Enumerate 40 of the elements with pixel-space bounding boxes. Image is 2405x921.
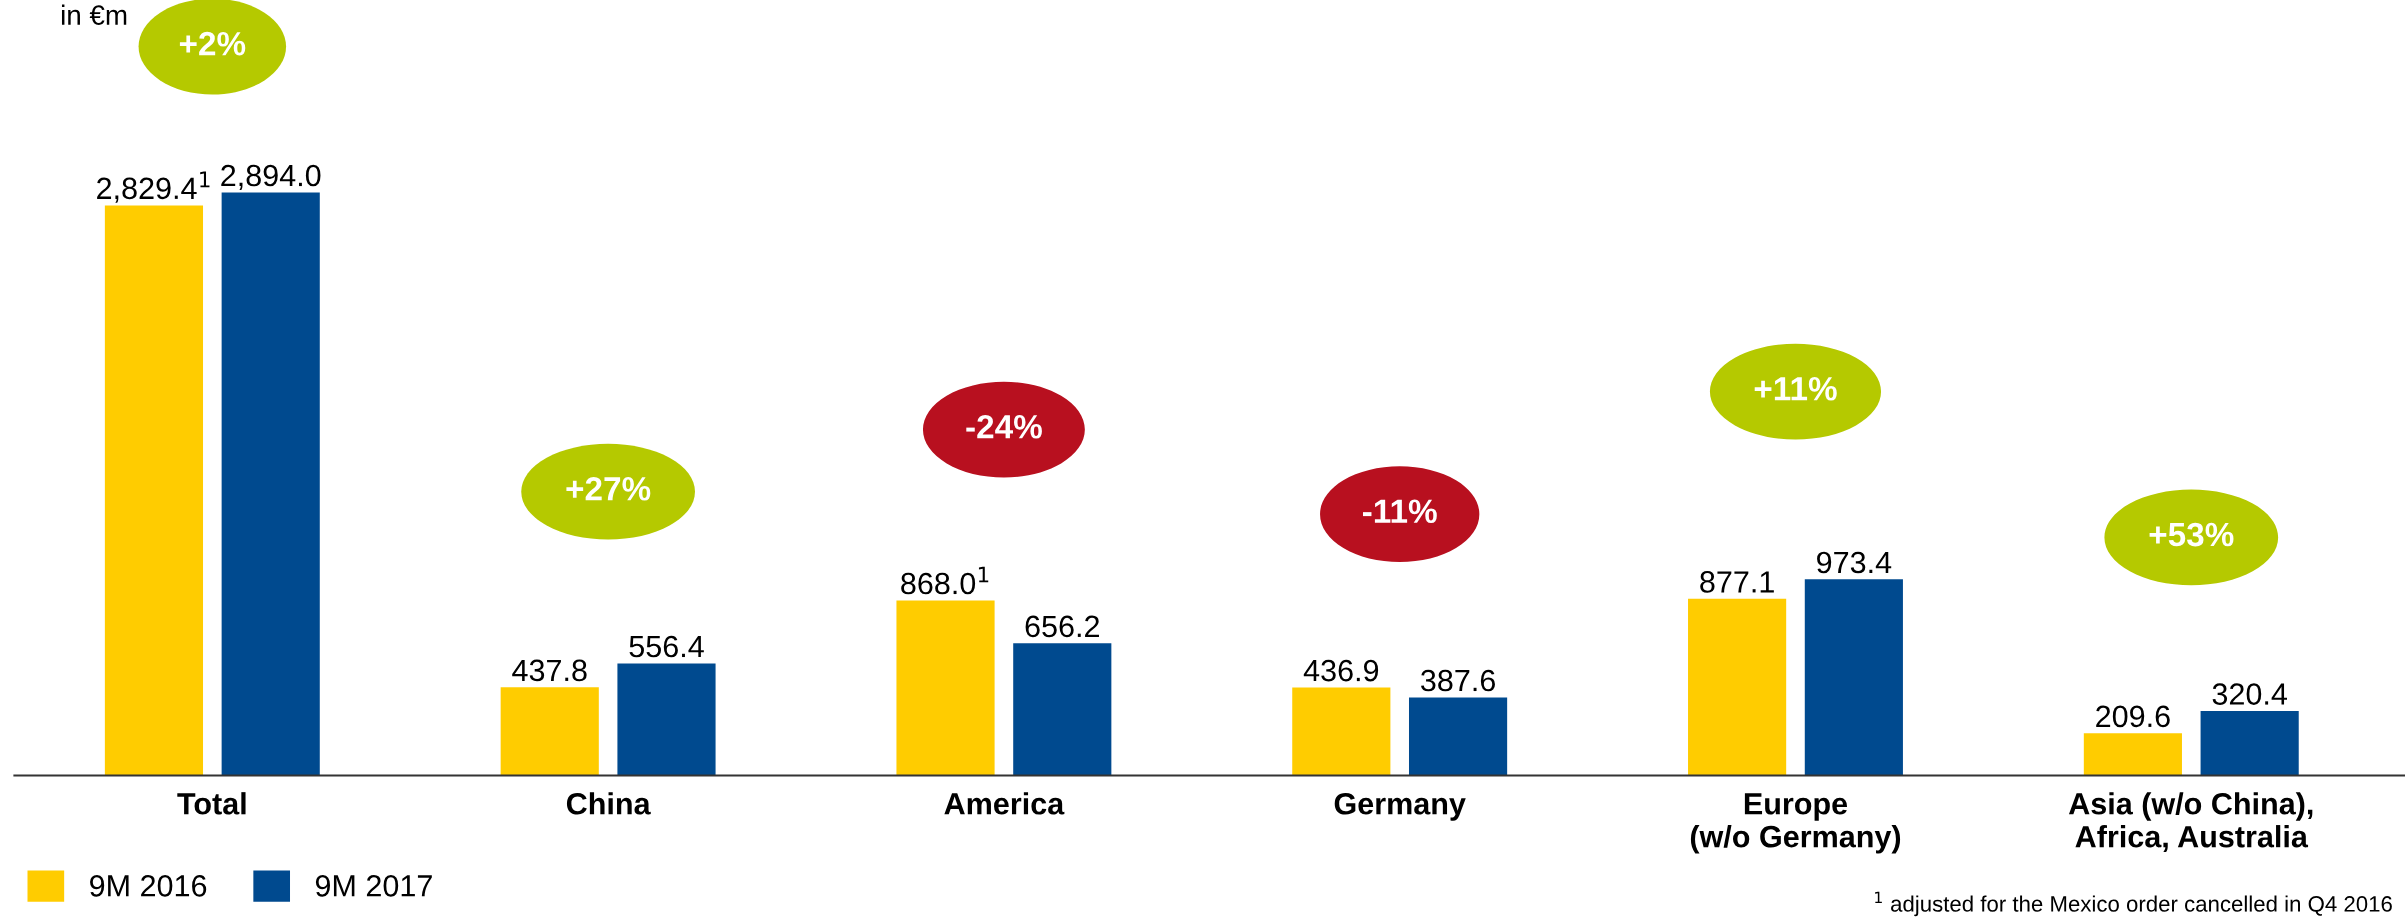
x-tick-label: Asia (w/o China), Africa, Australia (2068, 792, 2313, 852)
annotation: -24% (966, 414, 1042, 439)
bar (104, 205, 204, 776)
data-label: 209.6 (2096, 705, 2170, 728)
legend-label: 9M 2017 (315, 875, 432, 897)
text: +2% (179, 31, 246, 56)
data-label: 973.4 (1817, 551, 1892, 574)
annotation: +27% (566, 477, 651, 501)
data-label: 437.8 (512, 659, 587, 682)
data-label: 436.9 (1303, 659, 1379, 682)
data-label: 656.2 (1025, 615, 1099, 638)
annotation: +53% (2149, 522, 2234, 547)
data-label: 556.4 (629, 635, 704, 658)
annotation: -11% (1363, 499, 1437, 524)
bar (1013, 643, 1112, 776)
data-label: 387.6 (1421, 669, 1495, 692)
data-label: 877.1 (1700, 571, 1774, 593)
bar (1292, 687, 1391, 776)
x-tick-label: America (944, 792, 1065, 815)
x-tick-label: Europe (w/o Germany) (1690, 793, 1901, 854)
data-label: 2,894.0 (221, 164, 321, 190)
text: $^{1}$ adjusted for the Mexico order cancelled in Q4 2016 (1875, 891, 2392, 917)
bar (2083, 733, 2182, 776)
bar (500, 687, 599, 776)
annotation: +11% (1754, 377, 1837, 401)
bar (1688, 598, 1787, 776)
bar (221, 192, 320, 776)
bar (1409, 697, 1508, 776)
x-tick-label: China (566, 792, 651, 815)
data-label: 868.0$^{1}$ (901, 566, 989, 595)
bar (2200, 710, 2299, 776)
bar (896, 600, 995, 776)
x-tick-label: Germany (1334, 792, 1466, 821)
text: in €m (61, 4, 127, 26)
bar (1804, 579, 1903, 776)
legend-label: 9M 2016 (90, 875, 207, 897)
data-label: 2,829.4$^{1}$ (97, 171, 210, 203)
data-label: 320.4 (2212, 683, 2287, 705)
bar (617, 663, 716, 776)
x-tick-label: Total (177, 792, 246, 815)
